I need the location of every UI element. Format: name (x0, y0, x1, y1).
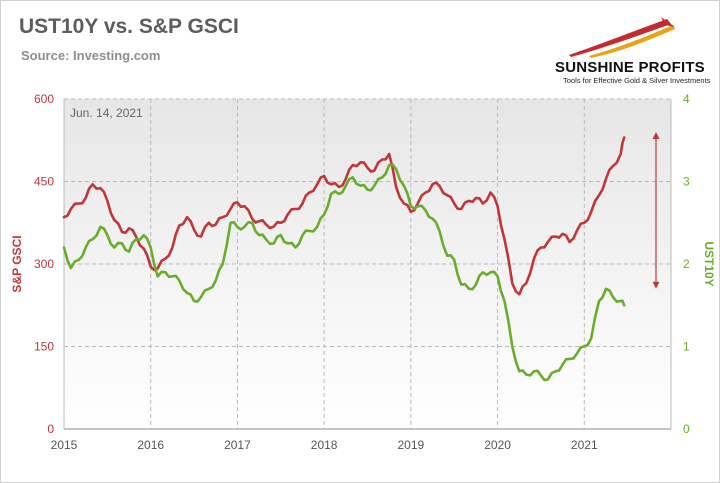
right-tick-label: 0 (683, 422, 690, 436)
x-tick-label: 2018 (311, 438, 338, 452)
chart-source: Source: Investing.com (21, 48, 161, 63)
x-tick-label: 2020 (484, 438, 511, 452)
gap-arrow-up-icon (652, 132, 660, 139)
logo-name: SUNSHINE PROFITS (555, 59, 705, 76)
gsci-series-line (62, 136, 626, 296)
left-tick-label: 300 (34, 257, 54, 271)
right-tick-label: 2 (683, 257, 690, 271)
right-tick-label: 1 (683, 340, 690, 354)
ust10y-series-line (62, 163, 626, 382)
left-tick-label: 450 (34, 175, 54, 189)
left-tick-label: 600 (34, 92, 54, 106)
left-tick-label: 0 (47, 422, 54, 436)
x-tick-label: 2017 (224, 438, 251, 452)
x-tick-label: 2015 (51, 438, 78, 452)
sunshine-profits-logo: SUNSHINE PROFITS Tools for Effective Gol… (549, 13, 711, 87)
right-tick-label: 3 (683, 175, 690, 189)
logo-swoosh-icon (569, 17, 675, 58)
x-tick-label: 2019 (398, 438, 425, 452)
right-axis-title: UST10Y (702, 241, 716, 286)
date-annotation: Jun. 14, 2021 (70, 106, 143, 120)
x-tick-label: 2016 (137, 438, 164, 452)
left-tick-label: 150 (34, 340, 54, 354)
logo-tagline: Tools for Effective Gold & Silver Invest… (563, 76, 711, 85)
left-axis-title: S&P GSCI (10, 235, 24, 292)
gap-arrow-down-icon (652, 281, 660, 289)
right-tick-label: 4 (683, 92, 690, 106)
x-tick-label: 2021 (571, 438, 598, 452)
chart-title: UST10Y vs. S&P GSCI (19, 15, 239, 38)
